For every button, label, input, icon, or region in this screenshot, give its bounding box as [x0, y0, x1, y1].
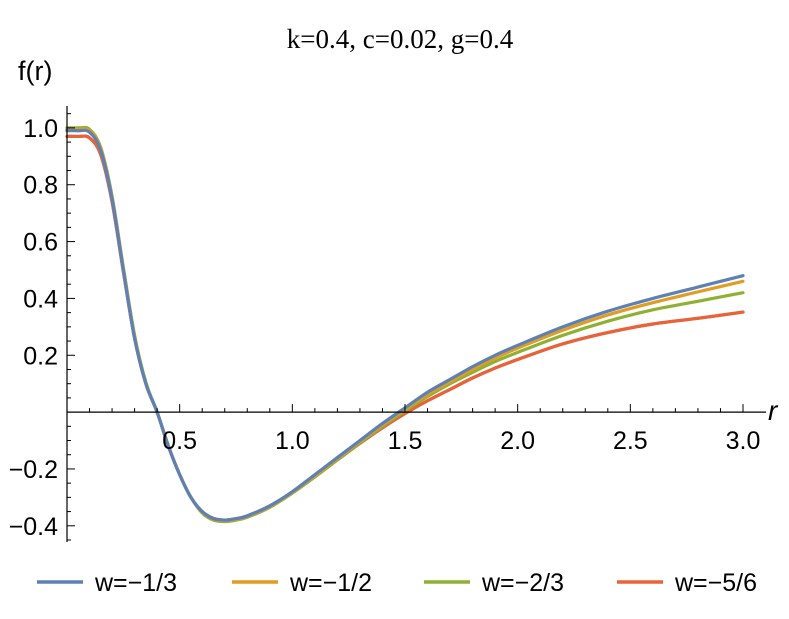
y-tick-label: −0.2	[9, 456, 58, 484]
x-axis-label: r	[768, 395, 779, 426]
y-axis-label: f(r)	[18, 56, 52, 86]
legend: w=−1/3 w=−1/2 w=−2/3 w=−5/6	[37, 569, 757, 597]
legend-label: w=−5/6	[674, 569, 757, 597]
y-tick-label: −0.4	[9, 513, 58, 541]
x-tick-label: 1.5	[388, 427, 423, 455]
y-tick-label: 0.4	[23, 285, 58, 313]
y-tick-label: 0.8	[23, 172, 58, 200]
series-line-4	[65, 134, 745, 522]
series-line-5	[65, 134, 745, 522]
series-group	[65, 125, 745, 524]
x-tick-label: 1.0	[275, 427, 310, 455]
y-tick-label: 0.2	[23, 342, 58, 370]
x-tick-label: 2.5	[613, 427, 648, 455]
axes: 0.5 1.0 1.5 2.0 2.5 3.0 −0.4 −0.2 0.2 0.4 0.6 0.8 1.…	[9, 106, 766, 542]
chart-title: k=0.4, c=0.02, g=0.4	[287, 24, 514, 54]
legend-label: w=−2/3	[481, 569, 564, 597]
y-tick-label: 1.0	[23, 115, 58, 143]
x-tick-label: 2.0	[500, 427, 535, 455]
legend-label: w=−1/2	[289, 569, 372, 597]
series-line-1	[65, 128, 745, 522]
x-tick-label: 0.5	[162, 427, 197, 455]
y-tick-label: 0.6	[23, 229, 58, 257]
legend-label: w=−1/3	[94, 569, 177, 597]
x-tick-label: 3.0	[726, 427, 761, 455]
